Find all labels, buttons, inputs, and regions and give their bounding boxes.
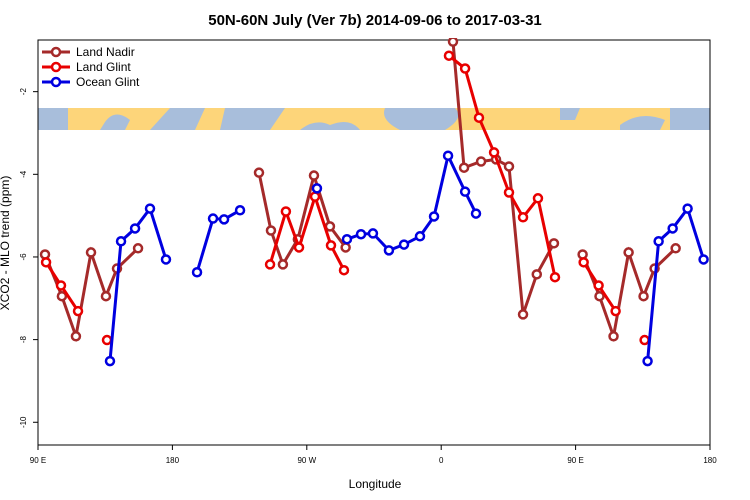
data-point — [503, 187, 515, 198]
data-point — [414, 231, 426, 242]
data-point — [594, 290, 605, 302]
data-point — [264, 259, 276, 270]
data-point — [338, 264, 350, 276]
data-point — [667, 223, 678, 234]
data-point — [309, 191, 321, 202]
y-axis-label: XCO2 - MLO trend (ppm) — [0, 176, 12, 311]
data-point — [548, 238, 560, 249]
y-tick-label: -10 — [19, 416, 28, 428]
data-point — [610, 305, 621, 317]
data-point — [653, 236, 664, 247]
map-strip — [38, 108, 710, 130]
data-point — [144, 203, 156, 214]
data-point — [593, 280, 604, 291]
data-point — [56, 290, 68, 302]
x-tick-label: 180 — [166, 456, 180, 465]
x-tick-label: 0 — [439, 456, 444, 465]
data-point — [355, 228, 367, 240]
legend-label: Land Nadir — [76, 45, 135, 59]
data-point — [308, 170, 320, 181]
data-point — [459, 186, 471, 197]
data-point — [100, 290, 112, 302]
legend-label: Land Glint — [76, 60, 131, 74]
data-point — [503, 161, 515, 172]
data-point — [428, 211, 440, 222]
x-axis-label: Longitude — [349, 477, 402, 491]
data-point — [55, 280, 67, 291]
legend-marker — [50, 61, 62, 73]
x-tick-label: 180 — [703, 456, 717, 465]
y-tick-label: -6 — [19, 253, 28, 261]
data-point — [670, 243, 681, 254]
data-point — [280, 206, 292, 217]
plot-area — [39, 38, 709, 367]
legend-marker — [50, 76, 62, 88]
data-point — [532, 193, 544, 204]
plot-frame — [37, 39, 711, 446]
data-point — [549, 271, 561, 283]
legend-marker — [50, 46, 62, 58]
chart-title: 50N-60N July (Ver 7b) 2014-09-06 to 2017… — [208, 12, 542, 29]
data-point — [253, 167, 265, 178]
data-point — [104, 355, 116, 367]
data-point — [475, 156, 487, 167]
data-point — [70, 331, 82, 342]
x-tick-label: 90 E — [567, 456, 583, 465]
data-point — [458, 162, 470, 173]
data-point — [293, 242, 305, 253]
x-tick-label: 90 W — [297, 456, 316, 465]
data-point — [517, 212, 529, 223]
data-point — [447, 38, 459, 47]
data-point — [473, 112, 485, 123]
data-point — [340, 242, 351, 253]
legend-label: Ocean Glint — [76, 75, 140, 89]
data-point — [383, 245, 395, 256]
data-point — [639, 334, 650, 346]
data-point — [608, 331, 619, 342]
y-tick-label: -8 — [19, 336, 28, 344]
data-point — [578, 257, 589, 268]
data-point — [72, 305, 84, 317]
y-tick-label: -4 — [19, 170, 28, 178]
data-point — [442, 150, 454, 161]
data-point — [642, 355, 653, 367]
data-point — [132, 243, 144, 254]
data-point — [218, 214, 230, 225]
data-point — [470, 208, 482, 219]
data-point — [265, 225, 277, 236]
data-point — [367, 228, 379, 239]
data-point — [698, 254, 709, 265]
data-point — [115, 236, 127, 247]
data-point — [682, 203, 693, 214]
data-point — [85, 247, 97, 258]
data-point — [531, 269, 543, 280]
data-point — [325, 240, 337, 251]
series-line — [346, 151, 478, 253]
data-point — [459, 63, 471, 74]
data-point — [40, 257, 52, 268]
data-point — [623, 247, 634, 258]
data-point — [207, 213, 219, 224]
data-point — [191, 267, 203, 278]
data-point — [234, 205, 246, 216]
data-point — [488, 147, 500, 158]
data-point — [160, 254, 172, 265]
x-tick-label: 90 E — [30, 456, 46, 465]
data-point — [129, 223, 141, 234]
y-tick-label: -2 — [19, 88, 28, 96]
data-point — [341, 233, 353, 245]
data-point — [277, 259, 289, 270]
data-point — [101, 334, 113, 346]
series-line — [195, 208, 241, 273]
data-point — [517, 309, 529, 320]
data-point — [311, 183, 323, 194]
data-point — [638, 290, 649, 302]
data-point — [398, 239, 410, 250]
data-point — [443, 50, 455, 61]
